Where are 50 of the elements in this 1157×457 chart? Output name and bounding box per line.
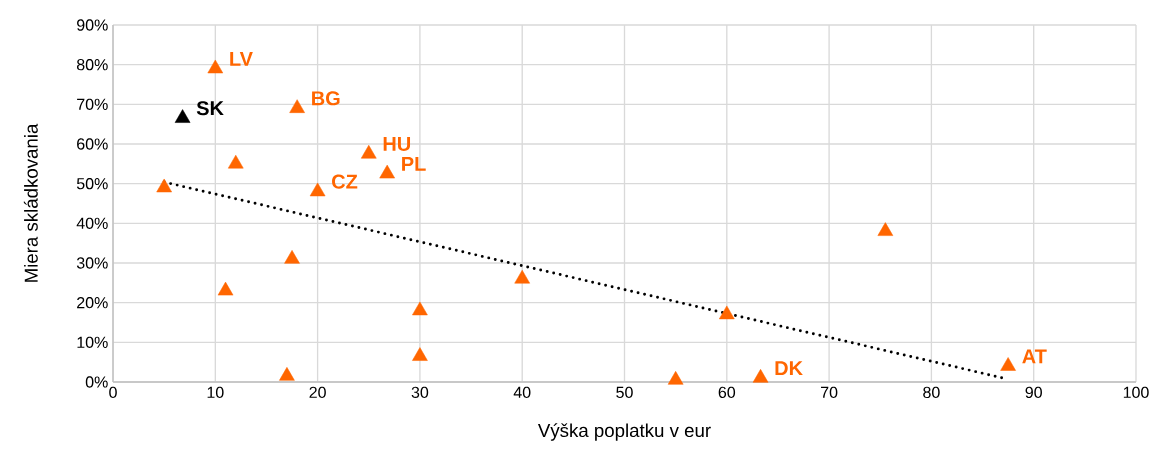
x-tick-label: 20 [309,386,326,399]
annotation: PL [402,157,426,171]
annotation: DK [775,361,803,376]
x-tick-label: 10 [207,386,224,399]
point [752,369,769,383]
y-axis-title: Miera skládkovania [23,123,38,282]
annotation: BG [312,91,340,106]
point [309,182,326,197]
point [667,371,684,385]
x-tick-label: 90 [1025,386,1042,399]
x-tick-label: 30 [411,386,429,399]
point [877,222,894,236]
x-axis-title: Výška poplatku v eur [537,423,711,441]
y-tick-label: 90% [77,19,108,31]
x-tick-label: 100 [1123,386,1149,399]
y-tick-label: 60% [77,138,108,150]
annotation: LV [230,51,253,66]
point [289,99,305,113]
point [412,301,428,316]
x-tick-label: 70 [821,386,838,399]
point [174,109,191,123]
x-tick-label: 40 [513,386,531,399]
y-tick-label: 20% [77,297,108,309]
y-tick-label: 50% [76,178,108,190]
point [284,250,300,264]
point [719,305,735,320]
annotation: SK [196,101,224,116]
point [217,281,234,296]
point [279,367,295,381]
point [379,164,395,179]
y-tick-label: 40% [76,217,108,229]
annotation: HU [383,137,411,151]
x-tick-label: 50 [616,386,633,399]
point [228,154,244,169]
annotation: AT [1022,349,1047,364]
point [514,269,530,284]
point [207,59,224,74]
annotation: CZ [332,174,358,189]
x-tick-label: 0 [109,386,117,399]
point [156,178,172,193]
point [1000,357,1016,371]
y-tick-label: 0% [85,376,108,388]
y-tick-label: 80% [76,59,108,71]
point [360,144,377,159]
x-tick-label: 60 [718,386,736,399]
point [412,347,428,361]
y-tick-label: 30% [76,257,108,269]
x-tick-label: 80 [923,386,940,399]
y-tick-label: 70% [77,98,108,110]
y-tick-label: 10% [77,336,108,348]
